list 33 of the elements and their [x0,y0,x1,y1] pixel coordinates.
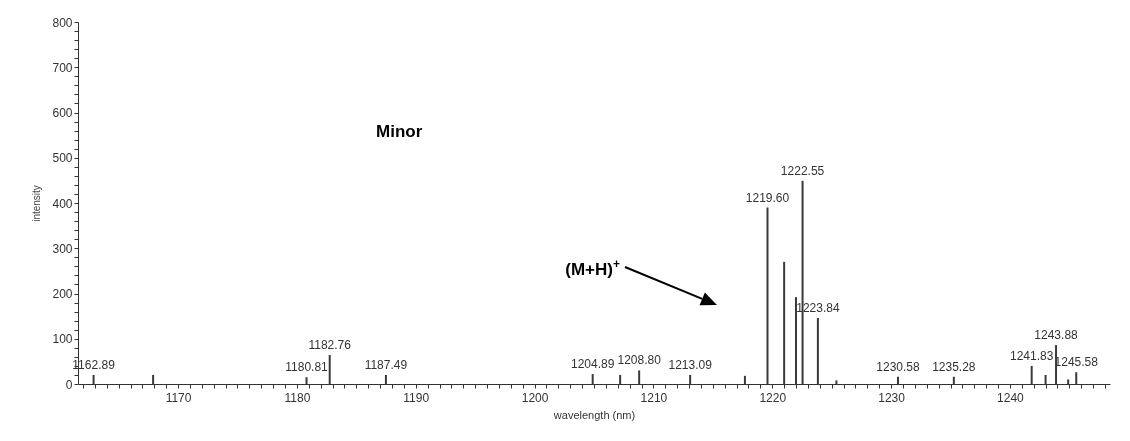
annotation: 1241.83 [1009,348,1054,363]
annotation: 1243.88 [1034,328,1079,343]
y-tick-label: 400 [52,196,73,211]
x-tick-label: 1230 [878,390,906,405]
annotation: 1235.28 [932,359,976,374]
y-tick-label: 700 [52,60,73,75]
annotation: 1219.60 [745,190,790,205]
annotation: 1182.76 [308,338,352,353]
x-tick-label: 1220 [759,390,787,405]
y-tick-label: 0 [65,377,73,392]
y-axis-title: intensity [31,185,43,222]
y-tick-label: 500 [52,151,73,166]
annotation: Minor [376,122,423,141]
annotation: 1187.49 [364,357,408,372]
annotation: 1230.58 [876,359,920,374]
annotation: 1222.55 [780,163,825,178]
x-tick-label: 1170 [165,390,192,405]
x-axis-title: wavelength (nm) [552,408,636,421]
x-tick-label: 1200 [521,390,549,405]
annotation: 1204.89 [571,357,615,372]
x-tick-label: 1180 [284,390,311,405]
y-tick-label: 200 [52,287,73,301]
y-tick-label: 300 [52,241,73,256]
annotation: 1208.80 [617,353,662,368]
y-tick-label: 800 [52,15,73,30]
x-tick-label: 1190 [403,390,430,405]
y-tick-label: 600 [52,106,73,120]
annotation: (M+H)$^{+}$ [565,257,620,279]
x-tick-label: 1240 [997,390,1025,405]
x-tick-label: 1210 [640,390,668,405]
annotation: 1213.09 [668,357,713,372]
y-tick-label: 100 [52,332,73,347]
annotation: 1180.81 [285,360,329,375]
